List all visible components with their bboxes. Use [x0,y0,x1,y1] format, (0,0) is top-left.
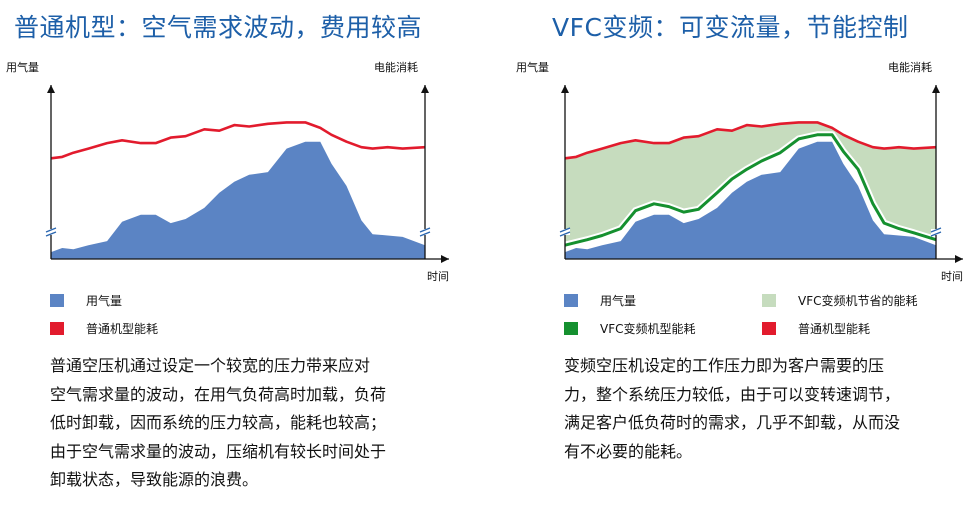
axis-break-mark [45,227,57,233]
legend-label-vfc-energy: VFC变频机型能耗 [600,322,696,336]
legend-swatch-savings [762,294,776,307]
axis-break-mark [559,231,571,237]
left-description: 普通空压机通过设定一个较宽的压力带来应对 空气需求量的波动，在用气负荷高时加载，… [50,352,386,495]
y-axis-label: 用气量 [6,60,39,74]
legend-item-vfc-energy: VFC变频机型能耗 [564,320,696,337]
desc-line: 满足客户低负荷时的需求，几乎不卸载，从而没 [564,413,901,432]
x-axis-label: 时间 [941,270,963,283]
legend-swatch-standard-energy [50,322,64,335]
desc-line: 有不必要的能耗。 [564,441,693,461]
y-axis-right-arrow [932,85,940,93]
axis-break-gap [46,229,56,235]
right-title: VFC变频：可变流量，节能控制 [552,13,909,42]
legend-swatch-standard-energy [762,322,776,335]
legend-item-air-demand: 用气量 [50,292,122,309]
desc-line: 低时卸载，因而系统的压力较高，能耗也较高； [50,413,387,432]
legend-label-air-demand: 用气量 [600,294,637,308]
y-axis-left-arrow [47,85,55,93]
axis-break-gap [931,229,941,235]
y-axis-left-arrow [561,85,569,93]
legend-swatch-air-demand [50,294,64,307]
axis-break-gap [420,229,430,235]
x-axis-arrow [955,255,963,263]
legend-label-air-demand: 用气量 [86,294,123,308]
desc-line: 卸载状态，导致能源的浪费。 [50,470,259,489]
desc-line: 力，整个系统压力较低，由于可以变转速调节， [564,384,901,404]
savings-area [565,122,936,246]
desc-line: 变频空压机设定的工作压力即为客户需要的压 [564,356,885,375]
standard-energy-line [564,121,937,160]
y-axis-right-arrow [421,85,429,93]
x-axis-label: 时间 [427,270,449,283]
vfc-energy-line [564,133,937,247]
axis-break-mark [930,231,942,237]
standard-energy-line [50,121,426,160]
air-demand-area [51,141,425,259]
legend-swatch-vfc-energy [564,322,578,335]
x-axis-arrow [441,255,449,263]
legend-item-standard-energy: 普通机型能耗 [50,320,158,337]
right-panel: VFC变频：可变流量，节能控制 用气量 电能消耗时间 用气量 VFC变频机节省的能… [484,0,969,519]
desc-line: 普通空压机通过设定一个较宽的压力带来应对 [50,356,371,375]
axis-break-mark [419,227,431,233]
legend-label-savings: VFC变频机节省的能耗 [798,294,918,308]
y2-axis-label: 电能消耗 [888,60,932,74]
desc-line: 由于空气需求量的波动，压缩机有较长时间处于 [50,441,387,461]
legend-label-standard-energy: 普通机型能耗 [86,322,159,336]
right-description: 变频空压机设定的工作压力即为客户需要的压 力，整个系统压力较低，由于可以变转速调… [564,352,900,466]
axis-break-mark [559,227,571,233]
desc-line: 空气需求量的波动，在用气负荷高时加载，负荷 [50,384,387,404]
left-title: 普通机型：空气需求波动，费用较高 [14,13,423,42]
legend-swatch-air-demand [564,294,578,307]
y-axis-label: 用气量 [516,60,549,74]
left-panel: 普通机型：空气需求波动，费用较高 用气量 电能消耗时间 用气量 普通机型能耗 普通… [0,0,484,519]
y2-axis-label: 电能消耗 [374,60,418,74]
axis-break-gap [560,229,570,235]
axis-break-mark [45,231,57,237]
legend-item-air-demand: 用气量 [564,292,636,309]
legend-label-standard-energy: 普通机型能耗 [798,322,871,336]
legend-item-savings: VFC变频机节省的能耗 [762,292,918,309]
axis-break-mark [930,227,942,233]
air-demand-area [565,141,936,259]
legend-item-standard-energy: 普通机型能耗 [762,320,870,337]
axis-break-mark [419,231,431,237]
